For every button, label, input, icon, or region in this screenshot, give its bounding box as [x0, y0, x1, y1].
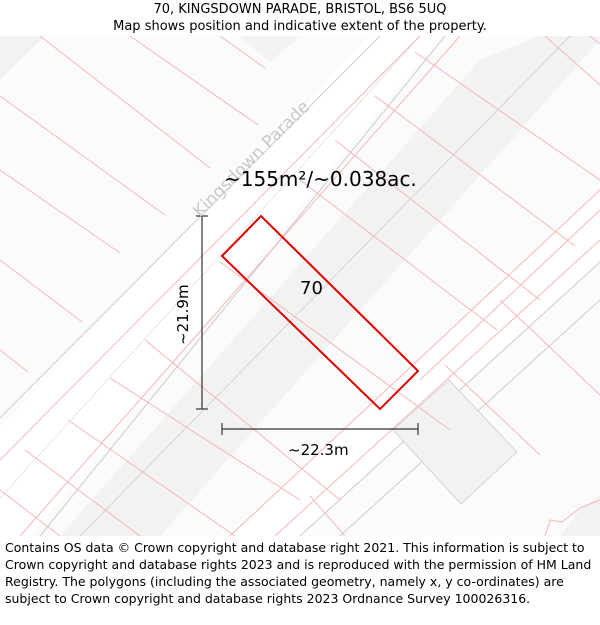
parcel-lines-se [0, 36, 600, 536]
property-address-title: 70, KINGSDOWN PARADE, BRISTOL, BS6 5UQ [153, 2, 447, 17]
property-boundary-70 [220, 214, 420, 411]
width-measure-label: ~22.3m [288, 441, 349, 459]
parcel-lines-nw [0, 36, 421, 461]
map-subtitle: Map shows position and indicative extent… [113, 19, 487, 34]
map-header: 70, KINGSDOWN PARADE, BRISTOL, BS6 5UQ M… [0, 0, 600, 36]
area-label: ~155m²/~0.038ac. [224, 167, 417, 191]
building-corner [560, 495, 600, 536]
map-canvas: Kingsdown Parade ~155m²/~0.038ac. 70 ~21… [0, 36, 600, 536]
road-kingsdown-parade [0, 36, 440, 536]
height-measure-line [196, 215, 208, 410]
plot-number-label: 70 [300, 278, 323, 299]
building-strip [60, 36, 600, 536]
height-measure-label: ~21.9m [174, 284, 192, 345]
width-measure-line [221, 423, 419, 435]
property-map[interactable]: Kingsdown Parade ~155m²/~0.038ac. 70 ~21… [0, 36, 600, 536]
copyright-attribution: Contains OS data © Crown copyright and d… [5, 540, 592, 606]
